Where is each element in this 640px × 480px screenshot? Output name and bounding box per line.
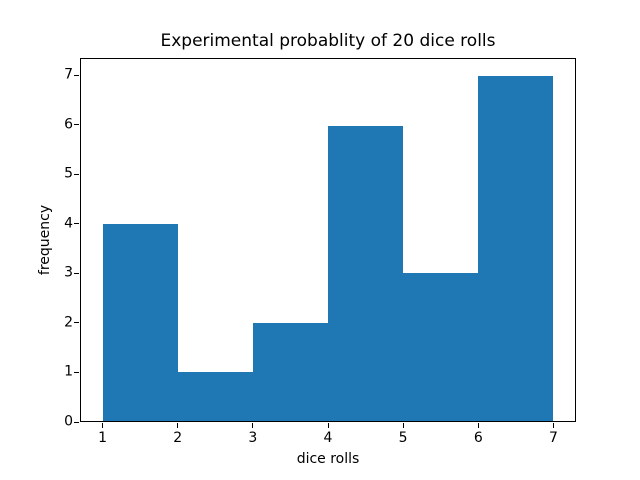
x-tick-mark [252, 423, 254, 428]
chart-title: Experimental probablity of 20 dice rolls [160, 31, 496, 51]
y-tick-label: 2 [64, 314, 73, 331]
histogram-bar [253, 322, 328, 421]
x-tick-label: 4 [323, 430, 333, 446]
y-tick-label: 5 [64, 165, 73, 182]
y-tick-label: 0 [64, 413, 73, 430]
x-tick-label: 7 [548, 430, 558, 446]
histogram-bar [178, 371, 254, 421]
y-tick-mark [74, 173, 79, 175]
histogram-bar [328, 125, 403, 421]
x-tick-mark [402, 423, 404, 428]
y-tick-mark [74, 74, 79, 76]
x-tick-label: 3 [248, 430, 258, 446]
plot-area [80, 58, 576, 422]
y-tick-mark [74, 421, 79, 423]
x-tick-label: 6 [473, 430, 483, 446]
histogram-bar [477, 76, 553, 421]
y-tick-label: 6 [64, 116, 73, 133]
y-tick-label: 1 [64, 363, 73, 380]
y-tick-mark [74, 223, 79, 225]
x-tick-label: 1 [98, 430, 107, 446]
y-axis-label: frequency [37, 204, 53, 276]
x-axis-label: dice rolls [296, 451, 360, 467]
x-tick-label: 2 [173, 430, 183, 446]
x-tick-mark [177, 423, 179, 428]
histogram-bar [402, 273, 478, 421]
y-tick-label: 4 [64, 215, 73, 232]
x-tick-label: 5 [398, 430, 408, 446]
y-tick-mark [74, 322, 79, 324]
y-tick-label: 7 [64, 66, 73, 83]
y-tick-label: 3 [64, 264, 73, 281]
x-tick-mark [552, 423, 554, 428]
x-tick-mark [477, 423, 479, 428]
x-tick-mark [102, 423, 104, 428]
y-tick-mark [74, 272, 79, 274]
y-tick-mark [74, 124, 79, 126]
histogram-bar [103, 224, 179, 421]
y-tick-mark [74, 371, 79, 373]
x-tick-mark [327, 423, 329, 428]
